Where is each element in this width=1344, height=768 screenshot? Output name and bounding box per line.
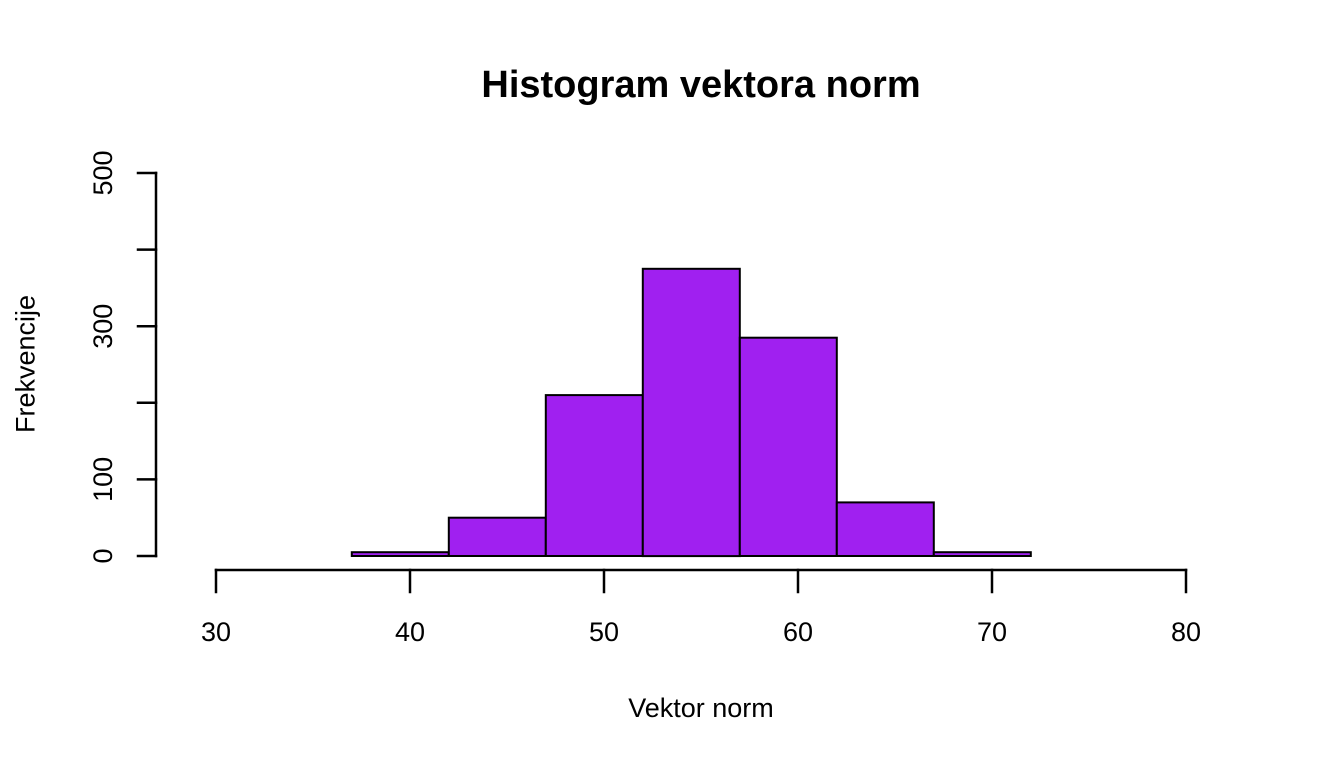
x-axis-tick-label-50: 50: [589, 617, 619, 647]
chart-title: Histogram vektora norm: [481, 64, 921, 106]
histogram-bar-37-42: [350, 551, 450, 558]
histogram-bar-57-62: [738, 336, 838, 558]
y-axis-tick-label-100: 100: [88, 457, 118, 502]
histogram-bar-47-52: [544, 394, 644, 557]
histogram-bar-42-47: [447, 516, 547, 558]
histogram-bar-52-57: [641, 267, 741, 558]
x-axis-tick-label-30: 30: [201, 617, 231, 647]
y-axis-tick-label-0: 0: [88, 548, 118, 563]
y-axis-tick-label-500: 500: [88, 150, 118, 195]
histogram-bar-67-72: [932, 551, 1032, 558]
x-axis-tick-label-60: 60: [783, 617, 813, 647]
x-axis-label: Vektor norm: [628, 693, 774, 723]
x-axis-tick-label-80: 80: [1171, 617, 1201, 647]
y-axis-tick-label-300: 300: [88, 304, 118, 349]
histogram-bar-62-67: [835, 501, 935, 557]
x-axis-tick-label-40: 40: [395, 617, 425, 647]
x-axis-tick-label-70: 70: [977, 617, 1007, 647]
